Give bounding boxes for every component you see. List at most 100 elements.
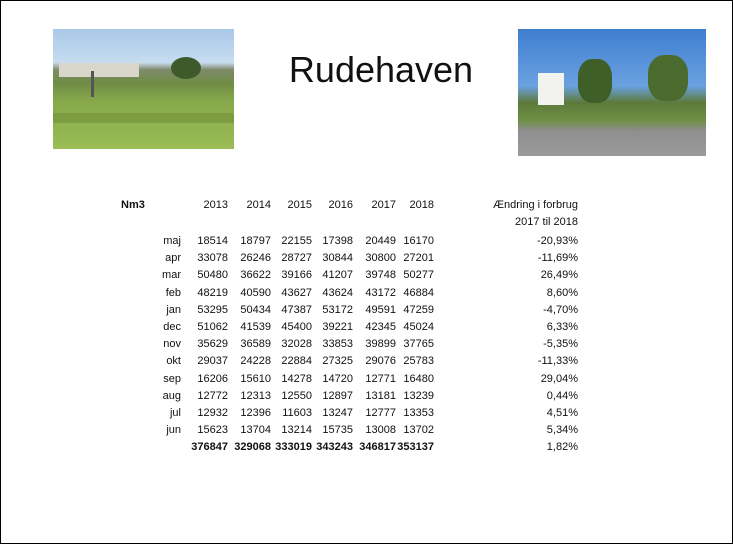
- month-label: okt: [166, 355, 181, 368]
- month-label: apr: [165, 252, 181, 265]
- month-label: jul: [170, 407, 181, 420]
- value-cell: 37765: [403, 338, 434, 351]
- change-header: Ændring i forbrug: [493, 199, 578, 212]
- month-label: feb: [166, 287, 181, 300]
- value-cell: 15735: [322, 424, 353, 437]
- month-label: dec: [163, 321, 181, 334]
- year-header: 2015: [288, 199, 312, 212]
- change-cell: 5,34%: [547, 424, 578, 437]
- value-cell: 13214: [281, 424, 312, 437]
- value-cell: 47387: [281, 304, 312, 317]
- value-cell: 29037: [197, 355, 228, 368]
- value-cell: 13247: [322, 407, 353, 420]
- change-cell: -11,69%: [538, 252, 578, 265]
- value-cell: 45400: [281, 321, 312, 334]
- value-cell: 42345: [365, 321, 396, 334]
- value-cell: 18797: [240, 235, 271, 248]
- year-header: 2017: [372, 199, 396, 212]
- value-cell: 12771: [365, 373, 396, 386]
- value-cell: 13702: [403, 424, 434, 437]
- value-cell: 16480: [403, 373, 434, 386]
- value-cell: 32028: [281, 338, 312, 351]
- total-cell: 346817: [359, 441, 396, 454]
- change-cell: 29,04%: [541, 373, 578, 386]
- change-cell: -4,70%: [543, 304, 578, 317]
- value-cell: 51062: [197, 321, 228, 334]
- value-cell: 13353: [403, 407, 434, 420]
- value-cell: 12396: [240, 407, 271, 420]
- value-cell: 18514: [197, 235, 228, 248]
- total-cell: 353137: [397, 441, 434, 454]
- value-cell: 27325: [322, 355, 353, 368]
- value-cell: 15610: [240, 373, 271, 386]
- month-label: nov: [163, 338, 181, 351]
- value-cell: 48219: [197, 287, 228, 300]
- value-cell: 14278: [281, 373, 312, 386]
- value-cell: 30844: [322, 252, 353, 265]
- year-header: 2014: [247, 199, 271, 212]
- value-cell: 36589: [240, 338, 271, 351]
- change-cell: -20,93%: [537, 235, 578, 248]
- value-cell: 41207: [322, 269, 353, 282]
- change-cell: 0,44%: [547, 390, 578, 403]
- value-cell: 46884: [403, 287, 434, 300]
- value-cell: 16170: [403, 235, 434, 248]
- value-cell: 16206: [197, 373, 228, 386]
- month-label: mar: [162, 269, 181, 282]
- value-cell: 43624: [322, 287, 353, 300]
- value-cell: 12772: [197, 390, 228, 403]
- year-header: 2016: [329, 199, 353, 212]
- value-cell: 30800: [365, 252, 396, 265]
- value-cell: 25783: [403, 355, 434, 368]
- value-cell: 12897: [322, 390, 353, 403]
- value-cell: 50434: [240, 304, 271, 317]
- value-cell: 39221: [322, 321, 353, 334]
- value-cell: 49591: [365, 304, 396, 317]
- month-label: jun: [166, 424, 181, 437]
- value-cell: 39748: [365, 269, 396, 282]
- slide-title: Rudehaven: [261, 49, 501, 91]
- value-cell: 12777: [365, 407, 396, 420]
- value-cell: 53295: [197, 304, 228, 317]
- value-cell: 39166: [281, 269, 312, 282]
- value-cell: 15623: [197, 424, 228, 437]
- value-cell: 22884: [281, 355, 312, 368]
- value-cell: 11603: [282, 407, 312, 420]
- month-label: jan: [166, 304, 181, 317]
- value-cell: 20449: [365, 235, 396, 248]
- slide: Rudehaven Nm3201320142015201620172018Ænd…: [0, 0, 733, 544]
- value-cell: 40590: [240, 287, 271, 300]
- total-cell: 329068: [234, 441, 271, 454]
- value-cell: 41539: [240, 321, 271, 334]
- month-label: maj: [163, 235, 181, 248]
- value-cell: 50277: [403, 269, 434, 282]
- total-change: 1,82%: [547, 441, 578, 454]
- change-cell: 8,60%: [547, 287, 578, 300]
- year-header: 2018: [410, 199, 434, 212]
- value-cell: 45024: [403, 321, 434, 334]
- month-label: sep: [163, 373, 181, 386]
- photo-left: [53, 29, 234, 149]
- value-cell: 24228: [240, 355, 271, 368]
- total-cell: 376847: [191, 441, 228, 454]
- change-cell: 6,33%: [547, 321, 578, 334]
- value-cell: 12932: [197, 407, 228, 420]
- value-cell: 33853: [322, 338, 353, 351]
- change-cell: 26,49%: [541, 269, 578, 282]
- value-cell: 14720: [322, 373, 353, 386]
- corner-header: Nm3: [121, 199, 145, 212]
- change-header: 2017 til 2018: [515, 216, 578, 229]
- value-cell: 13008: [365, 424, 396, 437]
- value-cell: 43627: [281, 287, 312, 300]
- value-cell: 26246: [240, 252, 271, 265]
- value-cell: 12550: [281, 390, 312, 403]
- change-cell: -5,35%: [543, 338, 578, 351]
- value-cell: 33078: [197, 252, 228, 265]
- value-cell: 28727: [281, 252, 312, 265]
- value-cell: 13181: [365, 390, 396, 403]
- total-cell: 343243: [316, 441, 353, 454]
- value-cell: 22155: [281, 235, 312, 248]
- value-cell: 43172: [365, 287, 396, 300]
- total-cell: 333019: [275, 441, 312, 454]
- value-cell: 39899: [365, 338, 396, 351]
